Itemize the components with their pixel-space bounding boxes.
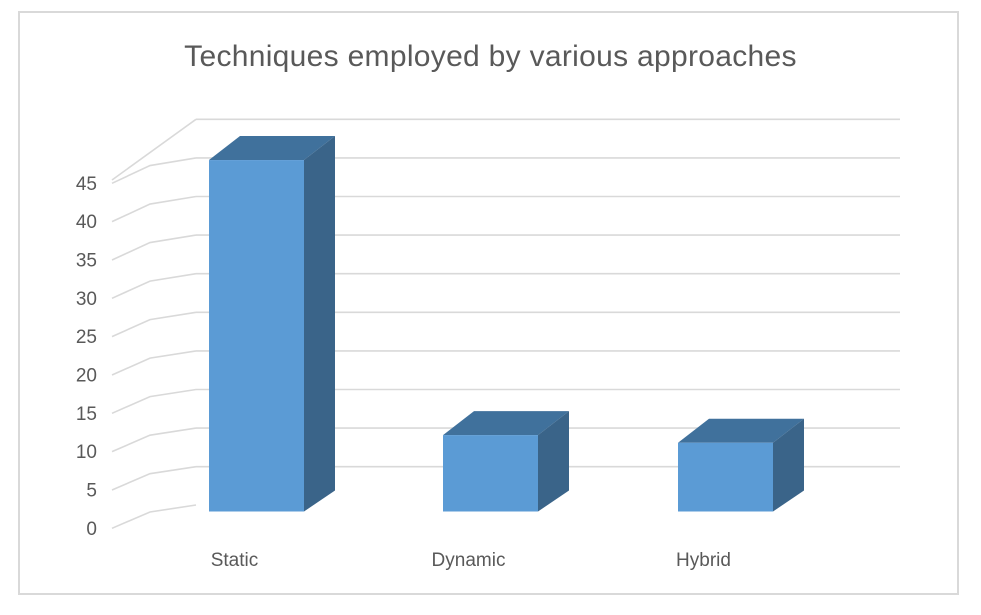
y-axis-label-30: 30 [76, 289, 97, 310]
y-axis-label-15: 15 [76, 404, 97, 425]
y-axis-tick-line [111, 195, 197, 223]
category-label-static: Static [211, 550, 259, 571]
y-axis-label-40: 40 [76, 212, 97, 233]
bar-hybrid-top-face [678, 418, 804, 443]
y-axis-tick-line [111, 311, 197, 338]
y-axis-tick-line [111, 465, 197, 491]
y-axis-tick-line [111, 388, 197, 415]
y-axis-label-0: 0 [86, 519, 97, 540]
y-axis-tick-line [111, 350, 197, 376]
category-label-hybrid: Hybrid [676, 550, 731, 571]
y-axis-tick-line [111, 157, 197, 185]
bar-static-top-face [209, 136, 335, 161]
category-label-dynamic: Dynamic [432, 550, 506, 571]
y-axis-label-20: 20 [76, 365, 97, 386]
y-axis-label-25: 25 [76, 327, 97, 348]
bar-static-side-face [304, 136, 335, 512]
bar-static [209, 160, 304, 512]
y-axis-tick-line [111, 504, 197, 530]
bar-dynamic-side-face [538, 411, 569, 512]
y-axis-tick-line [111, 427, 197, 453]
bar-dynamic-top-face [443, 411, 569, 436]
y-axis-tick-line [111, 234, 197, 261]
y-axis-label-45: 45 [76, 174, 97, 195]
y-axis-label-5: 5 [86, 480, 97, 501]
bar-dynamic [443, 435, 538, 512]
y-axis-label-35: 35 [76, 250, 97, 271]
chart-title: Techniques employed by various approache… [184, 40, 797, 73]
bar-hybrid [678, 442, 773, 512]
wall-top-edge-line [111, 118, 197, 181]
bar-hybrid-side-face [773, 418, 804, 512]
y-axis-tick-line [111, 272, 197, 300]
y-axis-label-10: 10 [76, 442, 97, 463]
